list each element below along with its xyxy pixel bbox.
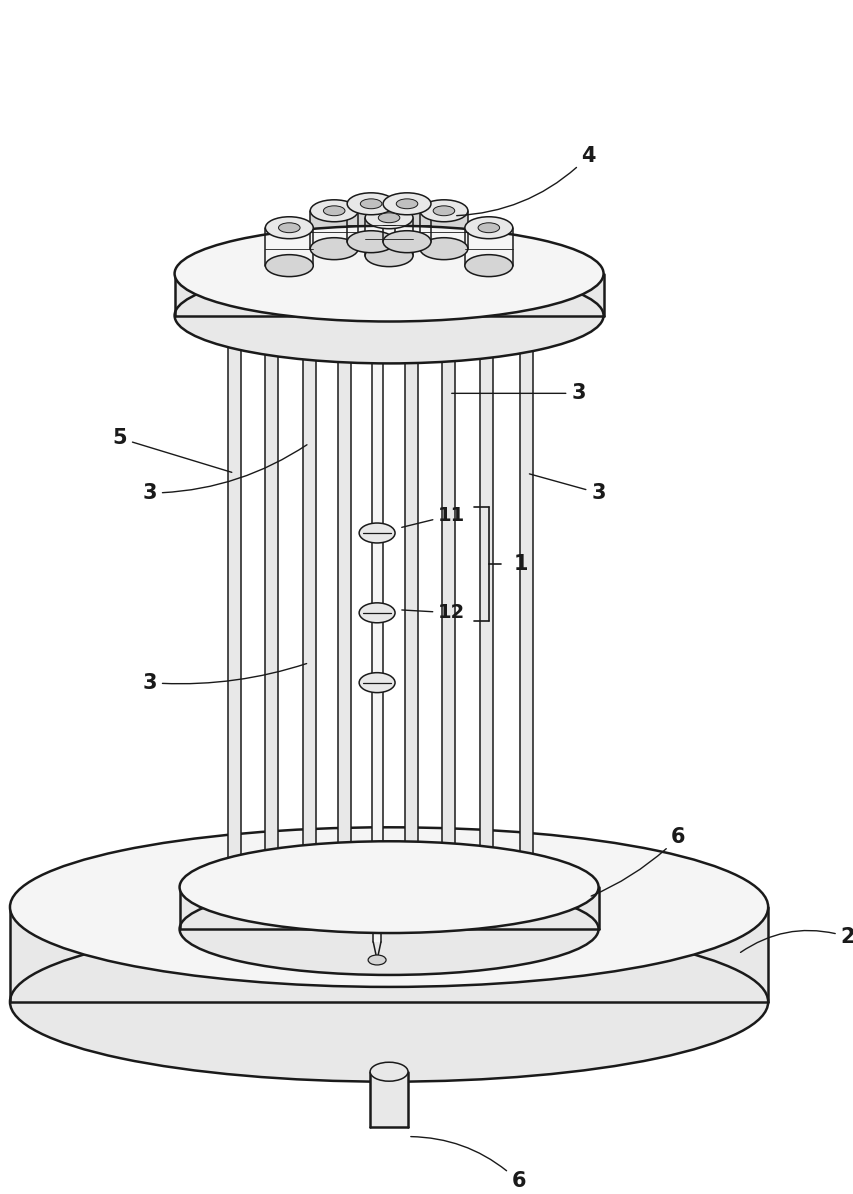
Polygon shape [464, 228, 512, 265]
Polygon shape [521, 882, 531, 934]
Ellipse shape [359, 523, 395, 543]
Polygon shape [347, 204, 395, 241]
Ellipse shape [174, 267, 603, 363]
Ellipse shape [278, 223, 299, 233]
Ellipse shape [360, 199, 381, 209]
Polygon shape [310, 211, 357, 248]
Ellipse shape [179, 842, 598, 933]
Ellipse shape [432, 205, 454, 216]
Polygon shape [365, 217, 413, 256]
Ellipse shape [383, 192, 431, 215]
Ellipse shape [310, 238, 357, 259]
Ellipse shape [265, 217, 313, 239]
Ellipse shape [368, 955, 386, 965]
Ellipse shape [174, 226, 603, 321]
Ellipse shape [369, 1063, 408, 1082]
Polygon shape [228, 344, 241, 882]
Ellipse shape [383, 230, 431, 253]
Polygon shape [265, 228, 313, 265]
Text: 6: 6 [410, 1137, 525, 1192]
Polygon shape [174, 273, 603, 315]
Polygon shape [10, 907, 767, 1002]
Polygon shape [373, 882, 380, 942]
Text: 3: 3 [142, 664, 306, 693]
Ellipse shape [310, 199, 357, 222]
Text: 11: 11 [401, 505, 465, 528]
Text: 3: 3 [142, 444, 306, 503]
Ellipse shape [365, 245, 413, 266]
Ellipse shape [179, 884, 598, 975]
Text: 12: 12 [402, 603, 465, 622]
Polygon shape [420, 211, 467, 248]
Ellipse shape [359, 603, 395, 623]
Polygon shape [179, 887, 598, 929]
Ellipse shape [10, 922, 767, 1082]
Text: 1: 1 [513, 554, 527, 574]
Polygon shape [519, 344, 532, 882]
Ellipse shape [464, 217, 512, 239]
Polygon shape [337, 344, 351, 882]
Text: 3: 3 [529, 474, 605, 503]
Ellipse shape [464, 254, 512, 277]
Ellipse shape [420, 199, 467, 222]
Text: 2: 2 [740, 927, 853, 953]
Polygon shape [383, 204, 431, 241]
Text: 6: 6 [590, 827, 685, 896]
Ellipse shape [478, 223, 499, 233]
Ellipse shape [10, 827, 767, 987]
Text: 3: 3 [451, 383, 585, 404]
Polygon shape [442, 344, 455, 882]
Polygon shape [369, 1072, 408, 1127]
Ellipse shape [378, 213, 399, 223]
Text: 5: 5 [113, 429, 231, 473]
Polygon shape [444, 882, 454, 934]
Polygon shape [303, 344, 316, 882]
Ellipse shape [365, 207, 413, 229]
Ellipse shape [347, 230, 395, 253]
Polygon shape [479, 344, 493, 882]
Ellipse shape [265, 254, 313, 277]
Polygon shape [404, 344, 417, 882]
Ellipse shape [396, 199, 417, 209]
Ellipse shape [323, 205, 345, 216]
Text: 4: 4 [456, 146, 595, 216]
Ellipse shape [347, 192, 395, 215]
Polygon shape [304, 882, 314, 934]
Polygon shape [229, 882, 240, 934]
Ellipse shape [359, 672, 395, 693]
Ellipse shape [420, 238, 467, 259]
Polygon shape [264, 344, 277, 882]
Polygon shape [371, 344, 382, 882]
